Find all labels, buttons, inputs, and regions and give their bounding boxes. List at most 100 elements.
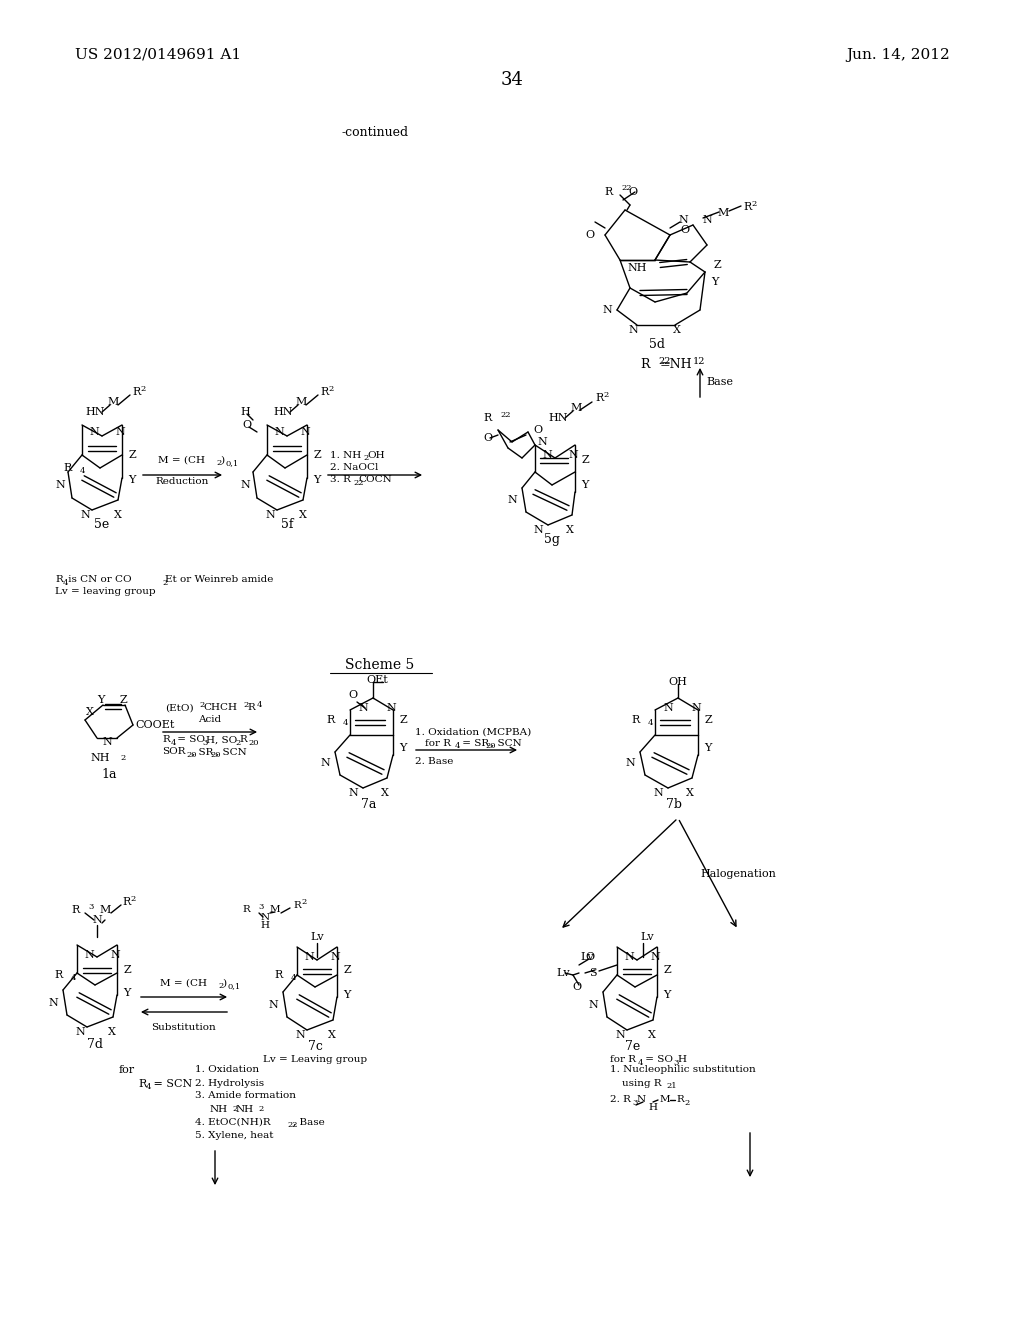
Text: 3. R: 3. R: [330, 475, 351, 484]
Text: Substitution: Substitution: [152, 1023, 216, 1031]
Text: R: R: [293, 900, 301, 909]
Text: Acid: Acid: [199, 714, 221, 723]
Text: Z: Z: [119, 696, 127, 705]
Text: X: X: [328, 1030, 336, 1040]
Text: Z: Z: [664, 965, 671, 975]
Text: Lv: Lv: [310, 932, 324, 942]
Text: 3: 3: [258, 903, 263, 911]
Text: 12: 12: [693, 358, 706, 367]
Text: R: R: [319, 387, 329, 397]
Text: ): ): [222, 978, 226, 987]
Text: 4: 4: [648, 719, 653, 727]
Text: N: N: [628, 325, 638, 335]
Text: 0,1: 0,1: [228, 982, 242, 990]
Text: SOR: SOR: [162, 747, 185, 756]
Text: R: R: [63, 463, 72, 473]
Text: N: N: [568, 450, 578, 459]
Text: HN: HN: [85, 407, 104, 417]
Text: Y: Y: [664, 990, 671, 1001]
Text: H: H: [648, 1104, 657, 1113]
Text: 5e: 5e: [94, 519, 110, 532]
Text: Y: Y: [582, 480, 589, 490]
Text: 5d: 5d: [649, 338, 665, 351]
Text: 3: 3: [88, 903, 93, 911]
Text: H: H: [677, 1056, 686, 1064]
Text: for R: for R: [425, 738, 451, 747]
Text: NH: NH: [90, 752, 110, 763]
Text: 7e: 7e: [626, 1040, 641, 1053]
Text: R: R: [162, 735, 170, 744]
Text: 4: 4: [343, 719, 348, 727]
Text: N: N: [650, 952, 659, 962]
Text: O: O: [534, 425, 543, 436]
Text: N: N: [89, 426, 99, 437]
Text: O: O: [572, 982, 582, 993]
Text: H: H: [260, 920, 269, 929]
Text: =NH: =NH: [660, 359, 692, 371]
Text: N: N: [300, 426, 310, 437]
Text: N: N: [602, 305, 612, 315]
Text: 2. Base: 2. Base: [415, 758, 454, 767]
Text: N: N: [542, 450, 552, 459]
Text: N: N: [92, 915, 101, 925]
Text: R: R: [243, 906, 250, 915]
Text: N: N: [386, 704, 396, 713]
Text: N: N: [507, 495, 517, 506]
Text: is CN or CO: is CN or CO: [65, 576, 132, 585]
Text: -continued: -continued: [341, 127, 409, 140]
Text: 2: 2: [328, 385, 333, 393]
Text: R: R: [632, 715, 640, 725]
Text: N: N: [48, 998, 58, 1008]
Text: O: O: [680, 224, 689, 235]
Text: N: N: [691, 704, 700, 713]
Text: N: N: [624, 952, 634, 962]
Text: Z: Z: [128, 450, 136, 459]
Text: N: N: [348, 788, 357, 799]
Text: Lv: Lv: [556, 968, 569, 978]
Text: Y: Y: [313, 475, 321, 484]
Text: OEt: OEt: [367, 675, 388, 685]
Text: 21: 21: [666, 1082, 677, 1090]
Text: 22: 22: [500, 411, 511, 418]
Text: NH: NH: [210, 1105, 228, 1114]
Text: Base: Base: [706, 378, 733, 387]
Text: 22: 22: [287, 1121, 298, 1129]
Text: N: N: [538, 437, 547, 447]
Text: = SO: = SO: [642, 1056, 673, 1064]
Text: 3: 3: [632, 1100, 637, 1107]
Text: X: X: [381, 788, 389, 799]
Text: HN: HN: [273, 407, 293, 417]
Text: R: R: [122, 898, 130, 907]
Text: 2: 2: [130, 895, 135, 903]
Text: Lv: Lv: [581, 952, 594, 962]
Text: 22: 22: [353, 479, 364, 487]
Text: N: N: [84, 950, 94, 960]
Text: N: N: [115, 426, 125, 437]
Text: , Base: , Base: [293, 1118, 325, 1126]
Text: NH: NH: [236, 1105, 254, 1114]
Text: 3: 3: [202, 739, 208, 747]
Text: ): ): [220, 455, 224, 465]
Text: Y: Y: [343, 990, 350, 1001]
Text: Z: Z: [713, 260, 721, 271]
Text: R: R: [247, 704, 255, 713]
Text: 1. NH: 1. NH: [330, 450, 361, 459]
Text: R: R: [743, 202, 752, 213]
Text: N: N: [653, 788, 663, 799]
Text: US 2012/0149691 A1: US 2012/0149691 A1: [75, 48, 241, 62]
Text: X: X: [686, 788, 694, 799]
Text: 2: 2: [199, 701, 204, 709]
Text: N: N: [75, 1027, 85, 1038]
Text: 2. NaOCl: 2. NaOCl: [330, 462, 379, 471]
Text: N: N: [80, 510, 90, 520]
Text: N: N: [295, 1030, 305, 1040]
Text: 1. Oxidation (MCPBA): 1. Oxidation (MCPBA): [415, 727, 531, 737]
Text: 2: 2: [362, 454, 369, 462]
Text: 5. Xylene, heat: 5. Xylene, heat: [195, 1130, 273, 1139]
Text: 3. Amide formation: 3. Amide formation: [195, 1092, 296, 1101]
Text: R: R: [274, 970, 283, 979]
Text: N: N: [274, 426, 284, 437]
Text: 5g: 5g: [544, 533, 560, 546]
Text: S: S: [589, 968, 597, 978]
Text: Lv: Lv: [640, 932, 653, 942]
